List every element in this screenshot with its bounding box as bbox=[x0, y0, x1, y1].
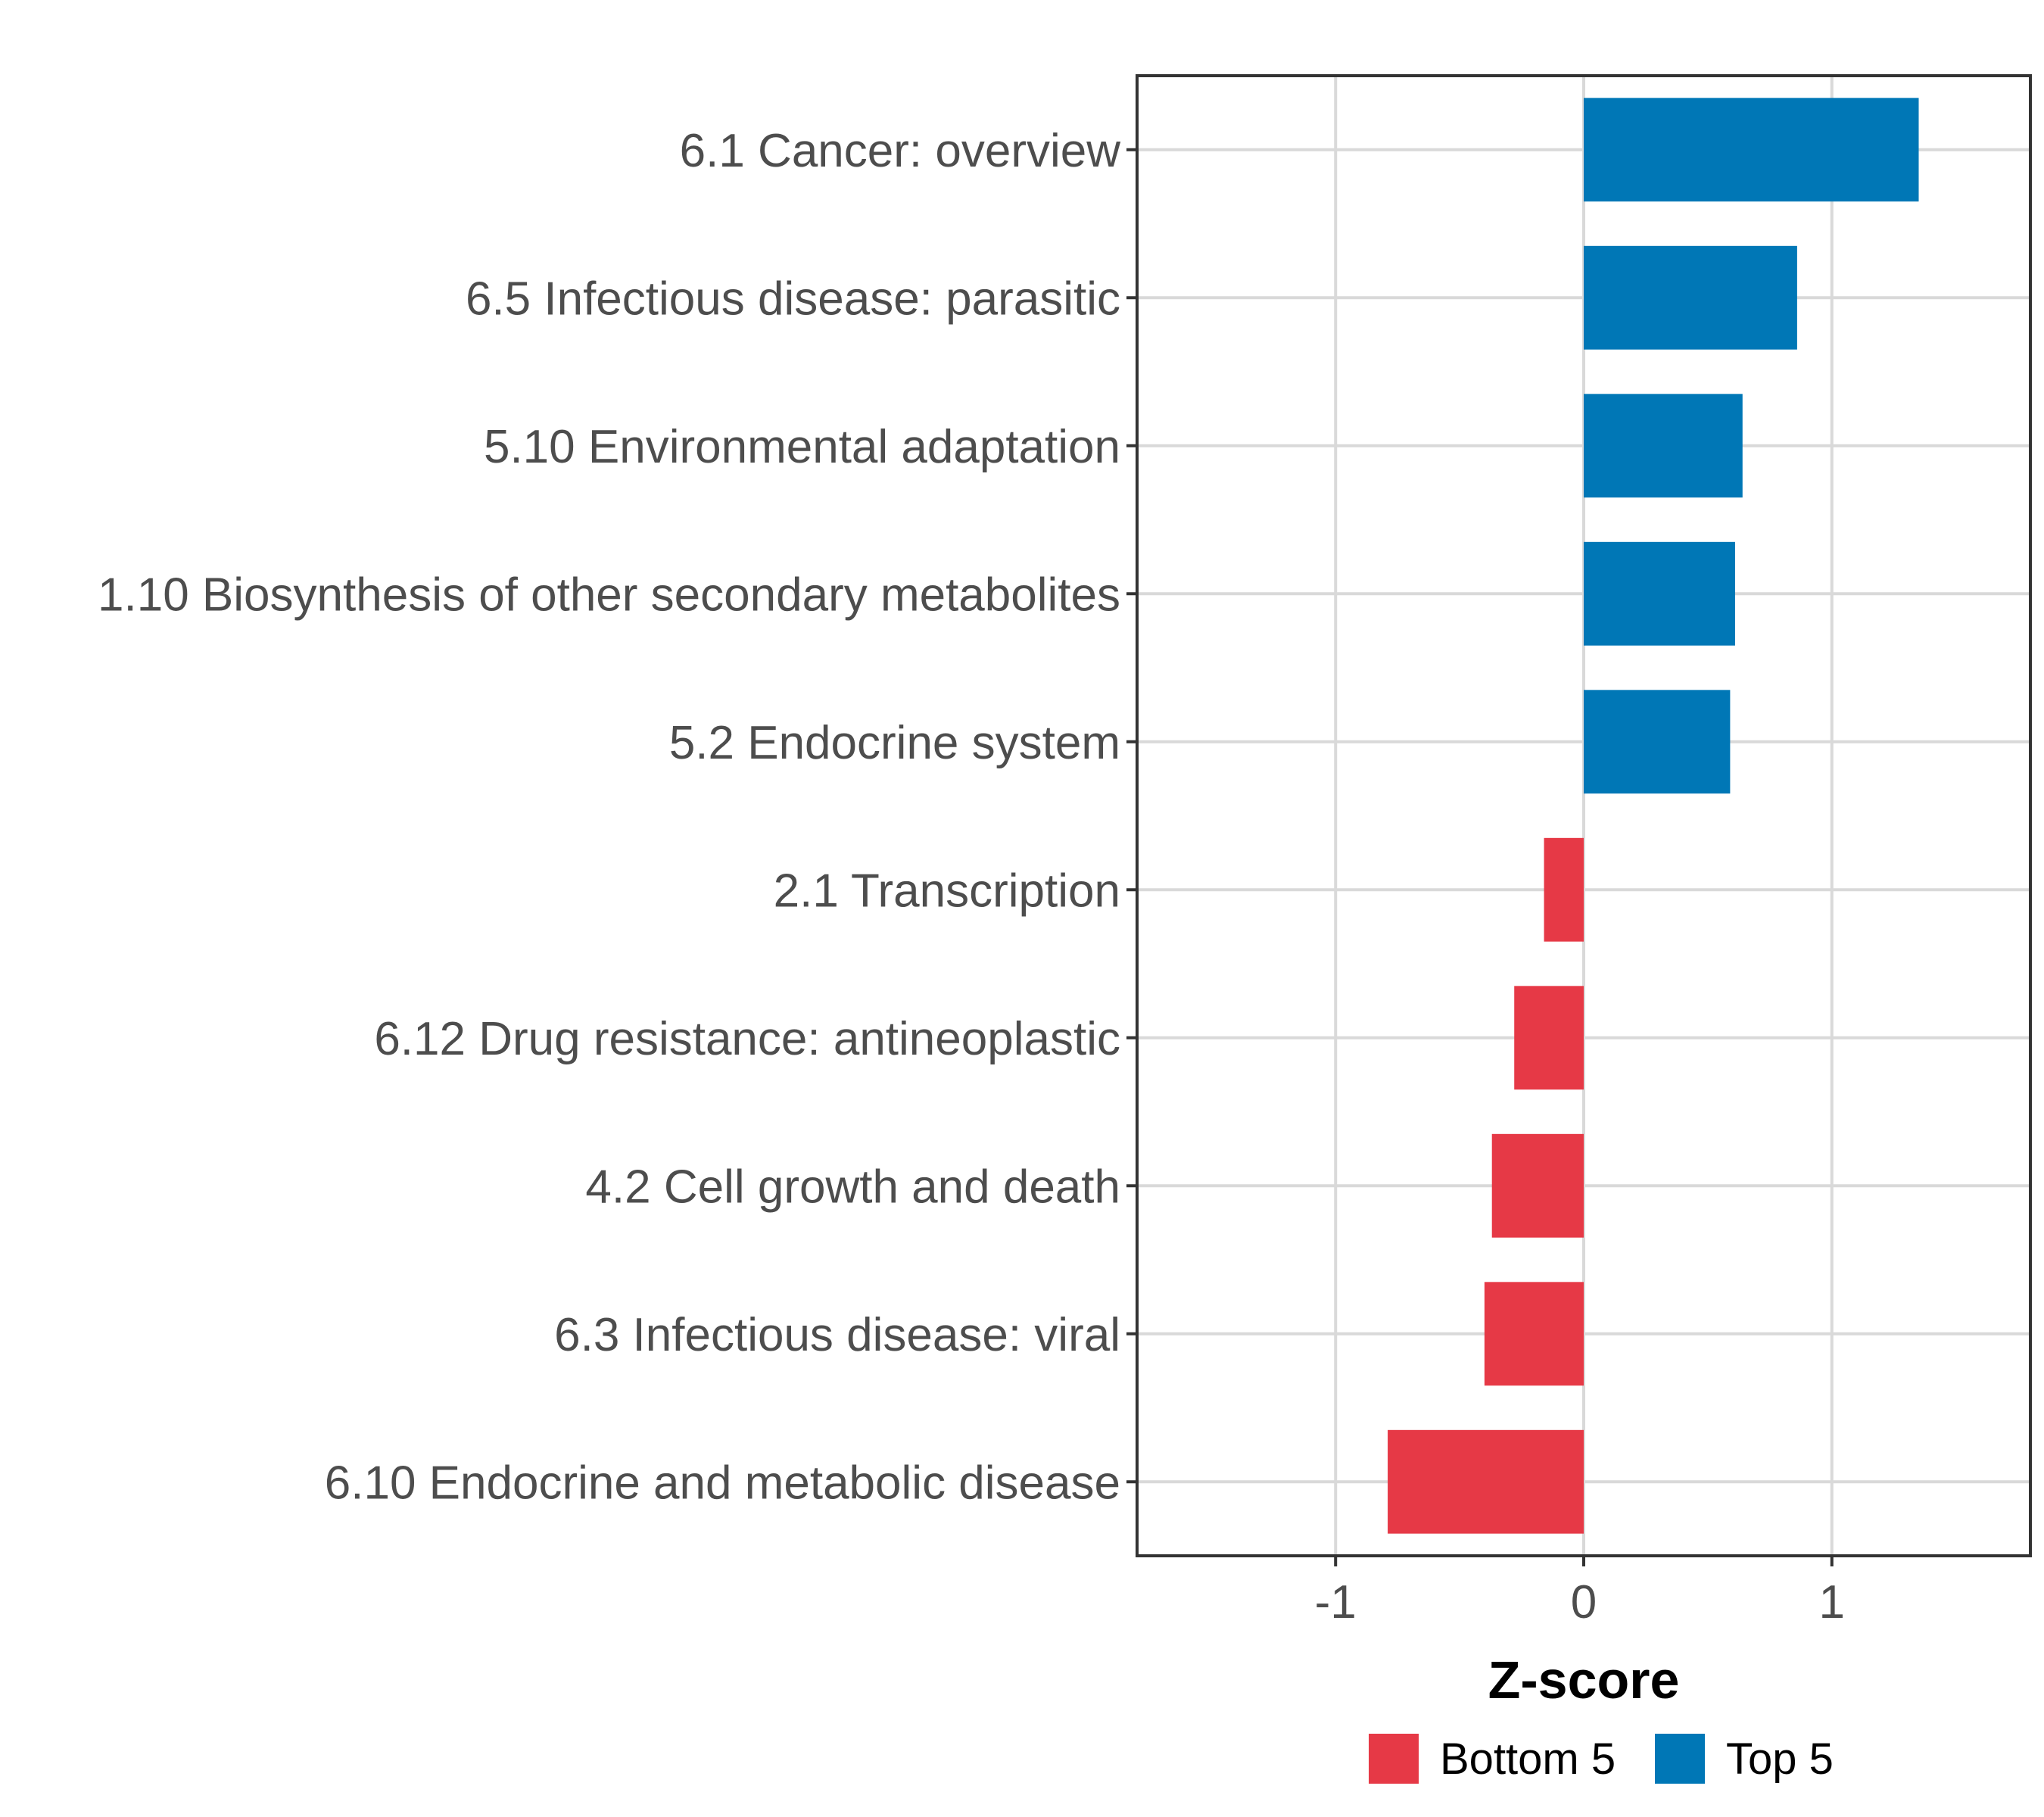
y-tick-label: 6.1 Cancer: overview bbox=[680, 125, 1121, 177]
bar bbox=[1388, 1429, 1584, 1534]
legend-swatch bbox=[1655, 1734, 1705, 1784]
y-tick-label: 6.10 Endocrine and metabolic disease bbox=[325, 1457, 1120, 1509]
y-tick-label: 4.2 Cell growth and death bbox=[585, 1161, 1120, 1213]
y-tick-label: 2.1 Transcription bbox=[774, 865, 1120, 917]
legend-swatch bbox=[1369, 1734, 1419, 1784]
bar bbox=[1491, 1133, 1584, 1238]
bar bbox=[1584, 394, 1743, 498]
bar bbox=[1584, 245, 1797, 350]
bar bbox=[1584, 98, 1919, 202]
bar bbox=[1584, 541, 1735, 646]
legend-label: Bottom 5 bbox=[1440, 1734, 1616, 1784]
x-tick-label: 1 bbox=[1819, 1576, 1845, 1628]
bar bbox=[1484, 1282, 1584, 1386]
y-tick-label: 5.2 Endocrine system bbox=[669, 717, 1120, 769]
x-tick-label: 0 bbox=[1571, 1576, 1597, 1628]
x-tick-label: -1 bbox=[1315, 1576, 1357, 1628]
y-tick-label: 6.3 Infectious disease: viral bbox=[554, 1309, 1120, 1361]
bar-layer bbox=[1388, 98, 1919, 1534]
legend-label: Top 5 bbox=[1726, 1734, 1834, 1784]
y-axis: 6.1 Cancer: overview 6.5 Infectious disea… bbox=[98, 125, 1137, 1509]
x-axis: -1 0 1 bbox=[1315, 1556, 1845, 1628]
legend: Bottom 5 Top 5 bbox=[1369, 1734, 1834, 1784]
y-tick-label: 6.12 Drug resistance: antineoplastic bbox=[374, 1013, 1120, 1065]
bar bbox=[1544, 837, 1584, 942]
bar bbox=[1514, 986, 1584, 1090]
y-tick-label: 1.10 Biosynthesis of other secondary met… bbox=[98, 569, 1120, 621]
y-tick-label: 5.10 Environmental adaptation bbox=[484, 421, 1120, 473]
y-tick-label: 6.5 Infectious disease: parasitic bbox=[466, 273, 1120, 325]
x-axis-title: Z-score bbox=[1488, 1650, 1680, 1709]
bar bbox=[1584, 690, 1731, 794]
